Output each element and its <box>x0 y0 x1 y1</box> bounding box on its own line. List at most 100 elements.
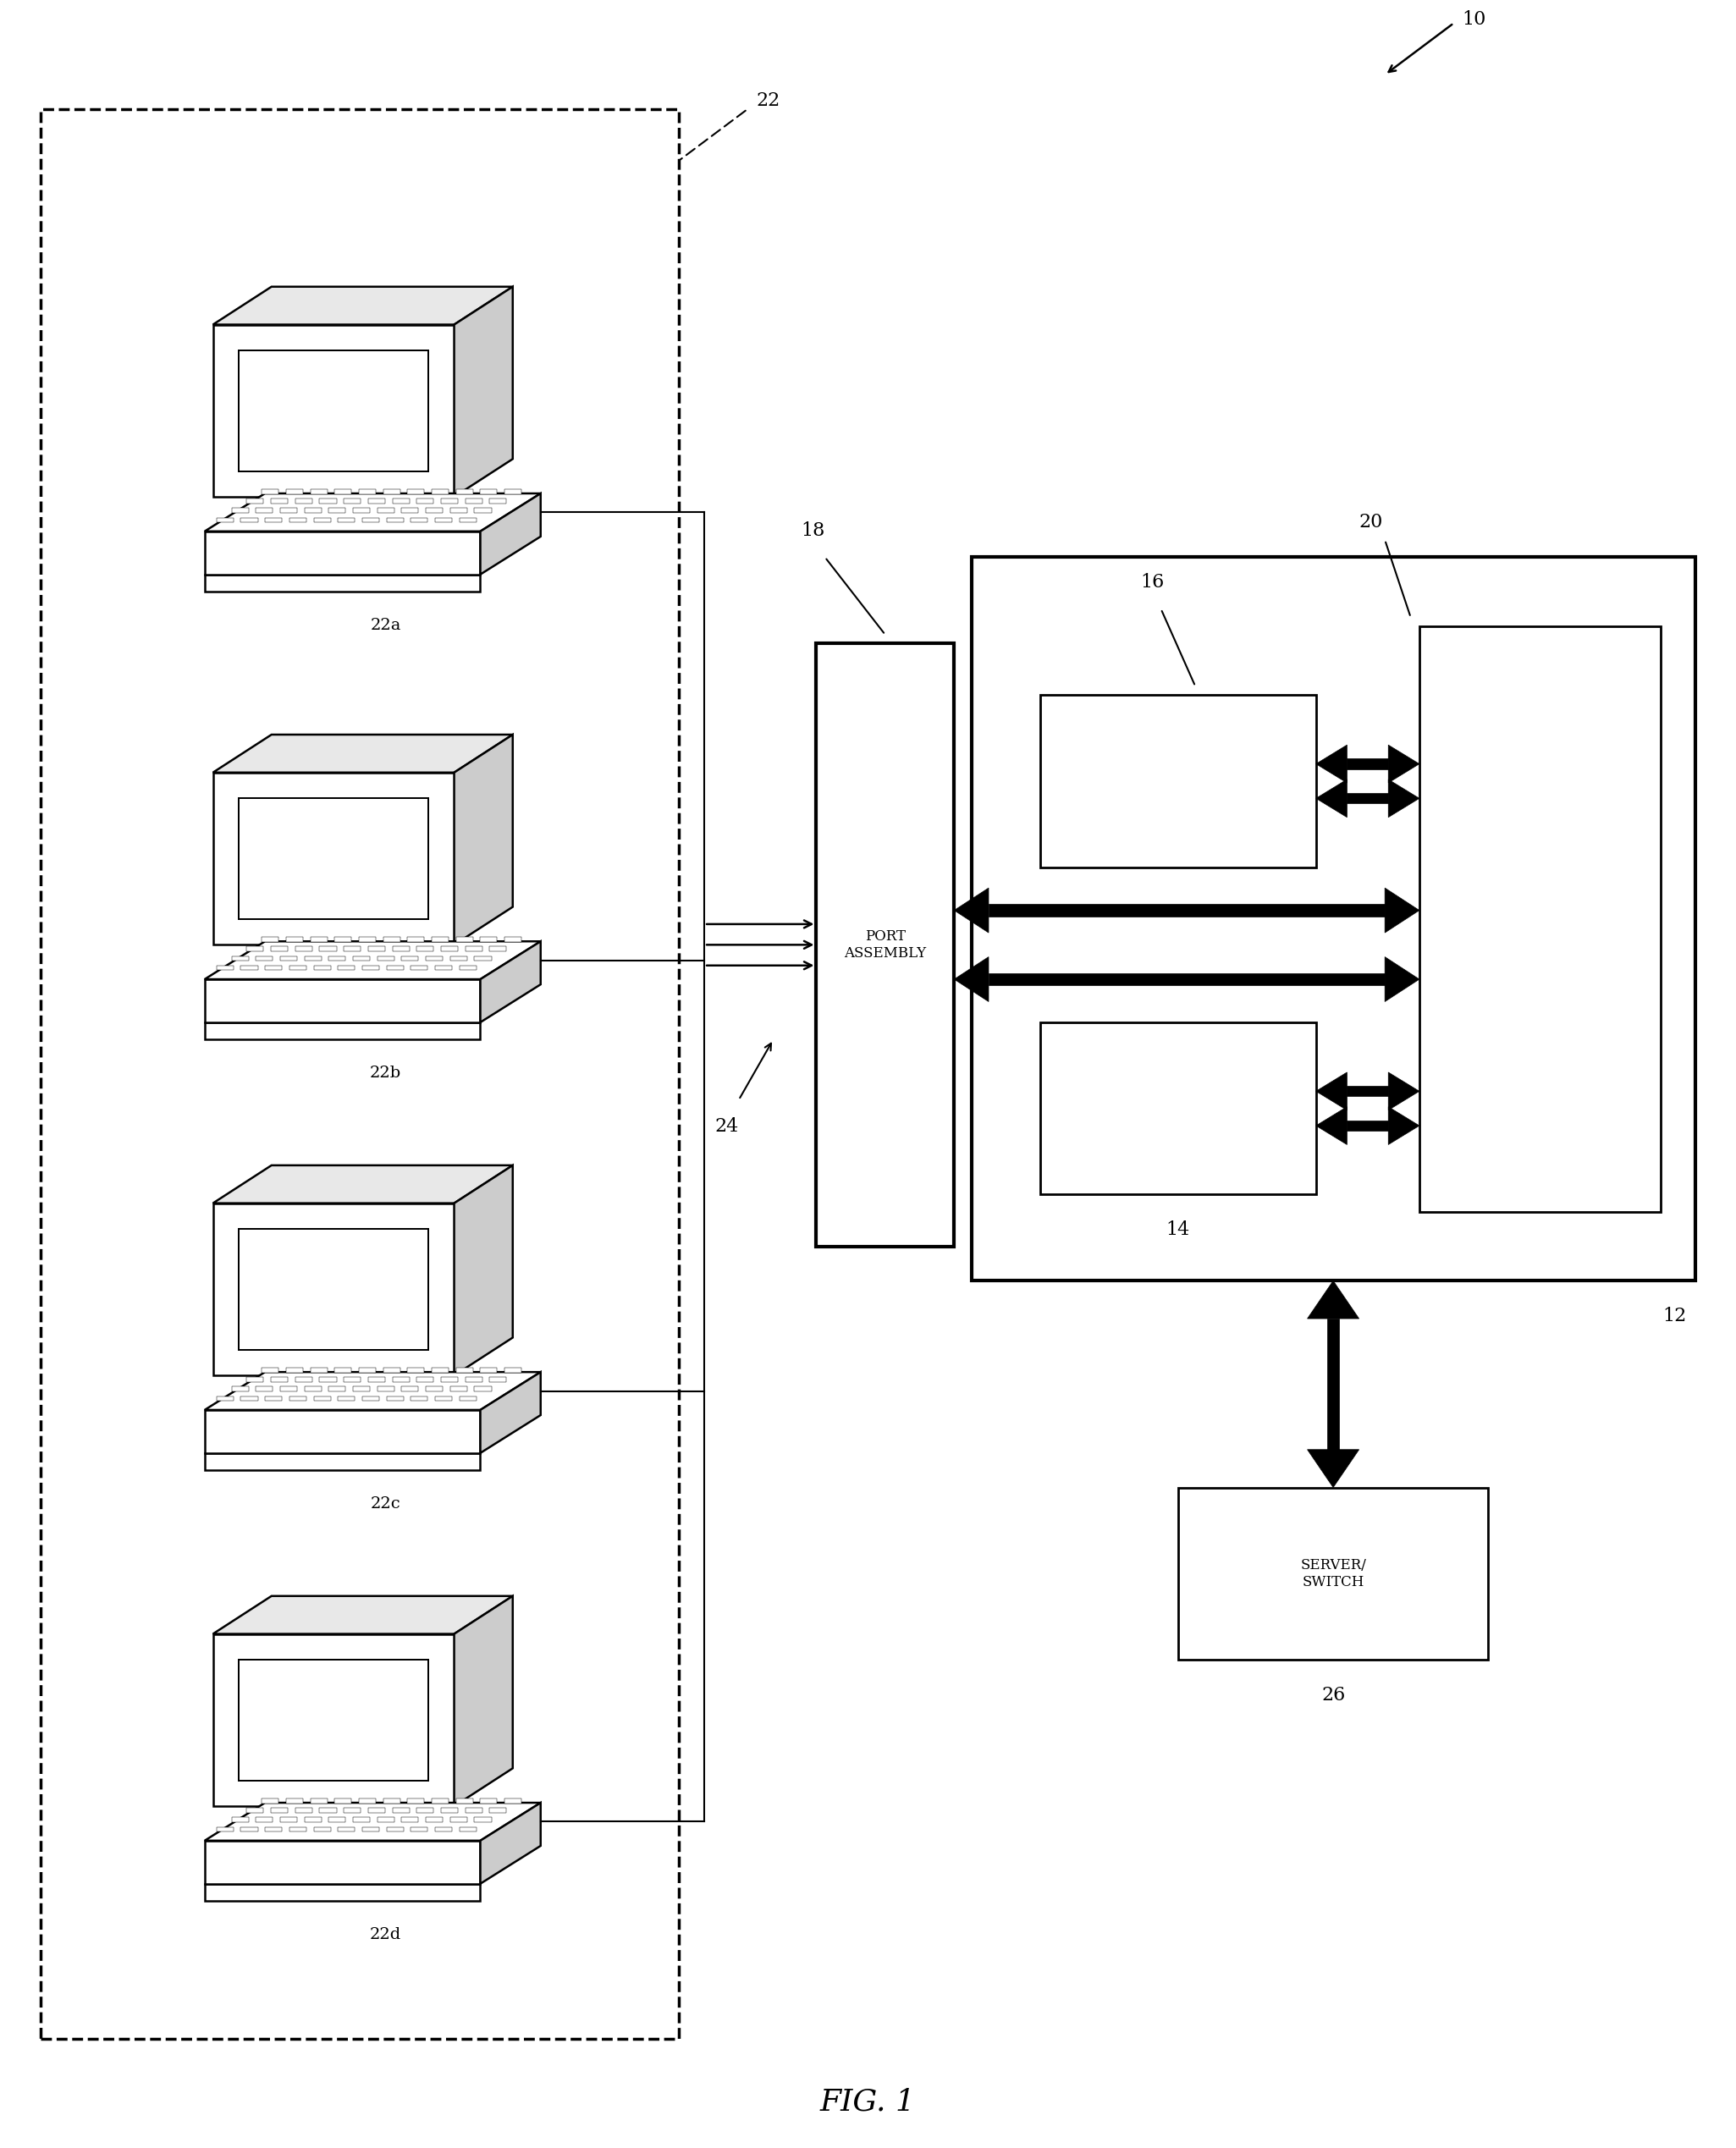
Polygon shape <box>271 947 288 952</box>
Polygon shape <box>450 1388 467 1392</box>
Polygon shape <box>401 956 418 960</box>
Polygon shape <box>955 956 988 1001</box>
Polygon shape <box>401 509 418 513</box>
Text: MANAGEMENT
CONTROLLER: MANAGEMENT CONTROLLER <box>1488 906 1592 932</box>
Polygon shape <box>255 509 273 513</box>
Text: SERVER/
SWITCH: SERVER/ SWITCH <box>1300 1557 1366 1590</box>
Polygon shape <box>314 964 330 971</box>
Polygon shape <box>392 1809 410 1813</box>
Polygon shape <box>490 498 507 503</box>
Polygon shape <box>266 1826 281 1832</box>
Polygon shape <box>384 937 399 941</box>
Polygon shape <box>457 1368 472 1373</box>
Polygon shape <box>205 1452 481 1469</box>
Polygon shape <box>1389 780 1420 816</box>
Bar <box>1326 1319 1338 1450</box>
Polygon shape <box>319 1377 337 1381</box>
Bar <box>1420 625 1661 1211</box>
Polygon shape <box>231 956 248 960</box>
Polygon shape <box>1307 1450 1359 1486</box>
Polygon shape <box>231 1388 248 1392</box>
Bar <box>42 110 679 2038</box>
Polygon shape <box>352 956 370 960</box>
Polygon shape <box>262 1798 279 1802</box>
Polygon shape <box>1316 780 1347 816</box>
Polygon shape <box>271 498 288 503</box>
Polygon shape <box>474 956 491 960</box>
Polygon shape <box>328 1817 345 1822</box>
Polygon shape <box>344 1809 361 1813</box>
Polygon shape <box>311 1798 328 1802</box>
Polygon shape <box>436 964 451 971</box>
Polygon shape <box>319 1809 337 1813</box>
Polygon shape <box>271 1377 288 1381</box>
Polygon shape <box>474 1817 491 1822</box>
Polygon shape <box>290 1396 306 1400</box>
Bar <box>1040 1022 1316 1194</box>
Polygon shape <box>363 1396 378 1400</box>
Polygon shape <box>352 509 370 513</box>
Polygon shape <box>408 1798 424 1802</box>
Polygon shape <box>377 509 394 513</box>
Polygon shape <box>214 1596 512 1635</box>
Polygon shape <box>1385 956 1420 1001</box>
Polygon shape <box>205 494 540 531</box>
Polygon shape <box>241 1396 257 1400</box>
Polygon shape <box>279 956 297 960</box>
Polygon shape <box>417 498 434 503</box>
Polygon shape <box>384 490 399 494</box>
Polygon shape <box>387 964 403 971</box>
Bar <box>1179 1486 1488 1660</box>
Bar <box>988 904 1385 917</box>
Polygon shape <box>286 490 304 494</box>
Polygon shape <box>205 1802 540 1841</box>
Polygon shape <box>377 1817 394 1822</box>
Text: 12: 12 <box>1663 1306 1686 1325</box>
Polygon shape <box>247 498 264 503</box>
Polygon shape <box>214 324 455 496</box>
Polygon shape <box>368 1377 385 1381</box>
Polygon shape <box>457 490 472 494</box>
Polygon shape <box>377 1388 394 1392</box>
Polygon shape <box>450 1817 467 1822</box>
Text: 22d: 22d <box>370 1927 401 1942</box>
Text: 22a: 22a <box>370 616 401 634</box>
Polygon shape <box>205 1884 481 1901</box>
Polygon shape <box>1316 1072 1347 1111</box>
Polygon shape <box>255 1817 273 1822</box>
Polygon shape <box>441 1377 458 1381</box>
Polygon shape <box>205 1373 540 1409</box>
Polygon shape <box>304 509 321 513</box>
Polygon shape <box>465 947 483 952</box>
Polygon shape <box>392 1377 410 1381</box>
Polygon shape <box>384 1798 399 1802</box>
Polygon shape <box>387 518 403 522</box>
Polygon shape <box>295 498 312 503</box>
Polygon shape <box>368 947 385 952</box>
Polygon shape <box>481 1368 496 1373</box>
Text: 14: 14 <box>1167 1220 1191 1239</box>
Polygon shape <box>359 937 377 941</box>
Polygon shape <box>266 1396 281 1400</box>
Polygon shape <box>411 518 427 522</box>
Polygon shape <box>363 964 378 971</box>
Polygon shape <box>436 1826 451 1832</box>
Polygon shape <box>460 964 476 971</box>
Polygon shape <box>214 1166 512 1203</box>
Polygon shape <box>408 937 424 941</box>
Polygon shape <box>214 286 512 324</box>
Polygon shape <box>311 937 328 941</box>
Polygon shape <box>335 937 352 941</box>
Polygon shape <box>505 1368 521 1373</box>
Polygon shape <box>392 498 410 503</box>
Polygon shape <box>460 1826 476 1832</box>
Text: 20: 20 <box>1359 513 1384 531</box>
Text: DEVICE
DETECTION: DEVICE DETECTION <box>1134 1093 1224 1123</box>
Polygon shape <box>436 1396 451 1400</box>
Polygon shape <box>241 1826 257 1832</box>
Polygon shape <box>240 1229 429 1349</box>
Polygon shape <box>240 799 429 919</box>
Text: 22: 22 <box>755 92 779 110</box>
Polygon shape <box>205 1409 481 1452</box>
Polygon shape <box>411 1826 427 1832</box>
